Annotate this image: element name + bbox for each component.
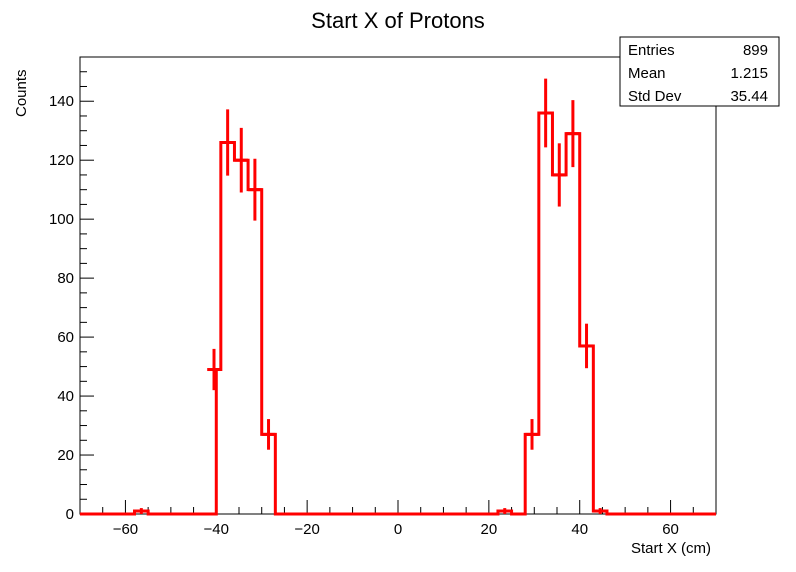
x-tick-label: −40 xyxy=(204,521,229,538)
stats-box-frame xyxy=(619,36,780,107)
y-tick-label: 80 xyxy=(57,270,74,287)
x-axis-label: Start X (cm) xyxy=(631,540,711,557)
plot-frame xyxy=(79,56,717,515)
stats-entries-label: Entries xyxy=(628,42,675,59)
stats-stddev-value: 35.44 xyxy=(730,88,768,105)
y-tick-label: 0 xyxy=(66,506,74,523)
stats-entries-value: 899 xyxy=(743,42,768,59)
stats-box: Entries 899 Mean 1.215 Std Dev 35.44 xyxy=(619,36,780,107)
x-tick-label: −20 xyxy=(294,521,319,538)
x-tick-label: 60 xyxy=(662,521,679,538)
histogram-series xyxy=(80,78,716,516)
x-tick-label: 0 xyxy=(394,521,402,538)
y-tick-label: 140 xyxy=(49,93,74,110)
x-tick-label: 40 xyxy=(571,521,588,538)
y-axis: 0 20 40 60 80 100 120 140 xyxy=(49,56,94,523)
y-tick-label: 20 xyxy=(57,447,74,464)
x-tick-label: 20 xyxy=(481,521,498,538)
x-tick-label: −60 xyxy=(113,521,138,538)
stats-mean-label: Mean xyxy=(628,65,666,82)
stats-mean-value: 1.215 xyxy=(730,65,768,82)
y-tick-label: 100 xyxy=(49,211,74,228)
chart-title: Start X of Protons xyxy=(311,8,485,33)
y-tick-label: 120 xyxy=(49,152,74,169)
histogram-outline xyxy=(80,111,716,516)
x-axis: −60 −40 −20 0 20 40 60 xyxy=(79,500,717,538)
y-axis-label: Counts xyxy=(13,69,30,117)
y-tick-label: 40 xyxy=(57,388,74,405)
y-tick-label: 60 xyxy=(57,329,74,346)
stats-stddev-label: Std Dev xyxy=(628,88,682,105)
